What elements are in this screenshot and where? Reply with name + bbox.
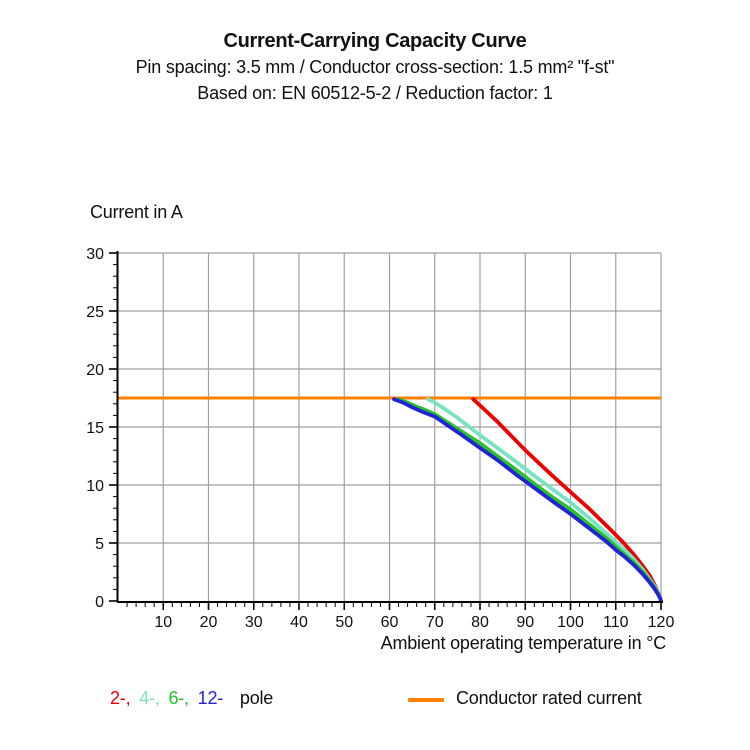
x-tick-label: 120 bbox=[648, 614, 675, 631]
x-tick-label: 60 bbox=[381, 614, 399, 631]
legend-pole-group: 2-, 4-, 6-, 12- pole bbox=[110, 688, 277, 709]
y-tick-label: 25 bbox=[86, 304, 104, 321]
y-tick-label: 30 bbox=[86, 246, 104, 263]
rated-current-line-swatch bbox=[408, 697, 444, 702]
curve-4-pole bbox=[426, 397, 663, 603]
y-tick-label: 0 bbox=[95, 594, 104, 611]
x-tick-label: 80 bbox=[471, 614, 489, 631]
chart-subtitle-basis: Based on: EN 60512-5-2 / Reduction facto… bbox=[197, 83, 553, 103]
x-tick-label: 20 bbox=[200, 614, 218, 631]
legend-item-6-pole: 6-, bbox=[168, 688, 189, 708]
legend-item-4-pole: 4-, bbox=[139, 688, 160, 708]
x-tick-label: 30 bbox=[245, 614, 263, 631]
y-tick-label: 15 bbox=[86, 420, 104, 437]
x-tick-label: 40 bbox=[290, 614, 308, 631]
y-tick-label: 10 bbox=[86, 478, 104, 495]
chart-header: Current-Carrying Capacity Curve Pin spac… bbox=[0, 28, 750, 106]
x-tick-label: 110 bbox=[603, 614, 629, 631]
legend-rated-group: Conductor rated current bbox=[408, 688, 642, 709]
x-axis-title: Ambient operating temperature in °C bbox=[380, 633, 667, 653]
x-tick-label: 90 bbox=[516, 614, 534, 631]
chart-subtitle-spec: Pin spacing: 3.5 mm / Conductor cross-se… bbox=[135, 57, 615, 77]
legend-rated-label: Conductor rated current bbox=[456, 688, 642, 708]
legend-item-2-pole: 2-, bbox=[110, 688, 131, 708]
x-tick-label: 10 bbox=[154, 614, 172, 631]
y-tick-label: 5 bbox=[95, 536, 104, 553]
chart-title: Current-Carrying Capacity Curve bbox=[223, 30, 527, 52]
y-tick-label: 20 bbox=[86, 362, 104, 379]
legend-item-12-pole: 12- bbox=[197, 688, 224, 708]
x-tick-label: 70 bbox=[426, 614, 444, 631]
curve-12-pole bbox=[392, 397, 663, 603]
y-axis-title: Current in A bbox=[90, 202, 183, 222]
curve-6-pole bbox=[396, 397, 663, 603]
x-tick-label: 50 bbox=[335, 614, 353, 631]
x-tick-label: 100 bbox=[557, 614, 584, 631]
legend-pole-suffix: pole bbox=[239, 688, 274, 708]
